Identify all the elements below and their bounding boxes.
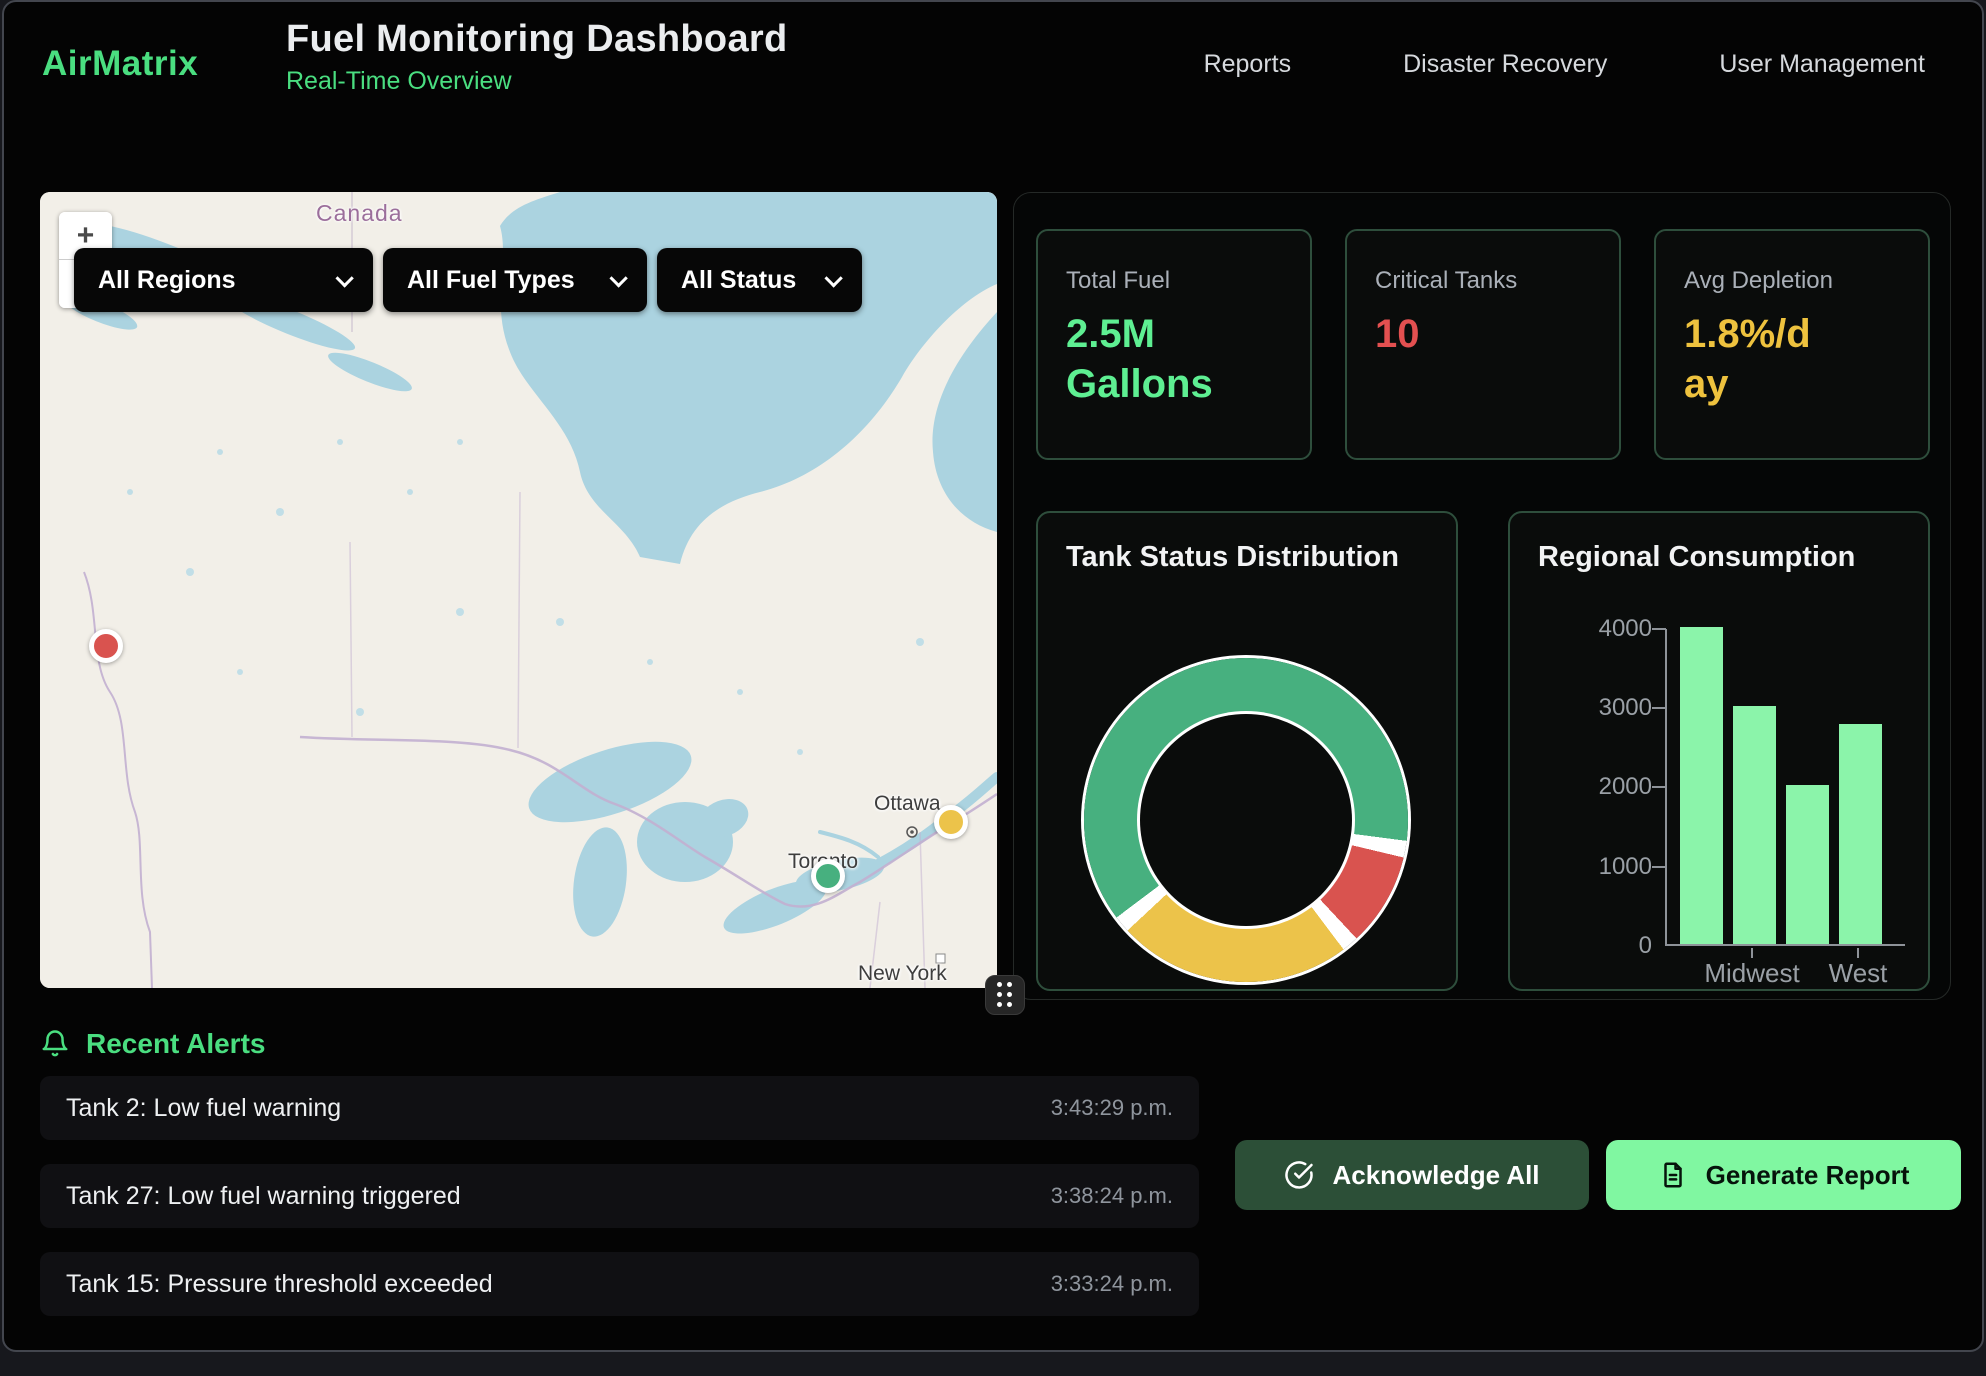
map-label-country: Canada [316, 200, 403, 226]
status-filter-value: All Status [681, 265, 797, 294]
stat-label: Total Fuel [1066, 267, 1171, 294]
metrics-panel: Total Fuel 2.5M Gallons Critical Tanks 1… [1013, 192, 1951, 1000]
acknowledge-all-label: Acknowledge All [1332, 1159, 1540, 1190]
stat-card-critical-tanks: Critical Tanks 10 [1345, 229, 1621, 460]
header: AirMatrix Fuel Monitoring Dashboard Real… [4, 2, 1982, 126]
town-marker-icon [935, 953, 946, 964]
charts-row: Tank Status Distribution Regional Consum… [1036, 511, 1930, 991]
x-axis-label: Midwest [1704, 958, 1800, 988]
capital-marker-icon [906, 826, 918, 838]
regional-consumption-chart-card: Regional Consumption 4000 3000 2000 1000… [1508, 511, 1930, 991]
tank-marker-normal[interactable] [811, 859, 845, 893]
stat-value: 10 [1375, 312, 1420, 356]
alert-time: 3:38:24 p.m. [1050, 1183, 1173, 1208]
stat-card-total-fuel: Total Fuel 2.5M Gallons [1036, 229, 1312, 460]
nav-disaster-recovery[interactable]: Disaster Recovery [1403, 49, 1608, 78]
stat-label: Avg Depletion [1684, 267, 1833, 294]
resize-handle[interactable] [985, 975, 1025, 1015]
status-filter-select[interactable]: All Status [657, 248, 862, 312]
file-text-icon [1663, 1162, 1682, 1188]
alert-text: Tank 27: Low fuel warning triggered [66, 1181, 461, 1210]
alert-row[interactable]: Tank 27: Low fuel warning triggered 3:38… [40, 1164, 1199, 1228]
fuel-type-filter-value: All Fuel Types [407, 265, 575, 294]
map-label-ottawa: Ottawa [874, 792, 941, 815]
generate-report-label: Generate Report [1705, 1159, 1910, 1190]
alert-time: 3:43:29 p.m. [1050, 1095, 1173, 1120]
map-canvas [40, 192, 997, 988]
page-title-block: Fuel Monitoring Dashboard Real-Time Over… [286, 18, 787, 96]
tank-status-chart-card: Tank Status Distribution [1036, 511, 1458, 991]
fuel-type-filter-select[interactable]: All Fuel Types [383, 248, 647, 312]
alert-text: Tank 2: Low fuel warning [66, 1093, 342, 1122]
alert-time: 3:33:24 p.m. [1050, 1271, 1173, 1296]
page-subtitle: Real-Time Overview [286, 67, 512, 95]
recent-alerts-header: Recent Alerts [40, 1028, 265, 1060]
acknowledge-all-button[interactable]: Acknowledge All [1235, 1140, 1589, 1210]
brand-logo: AirMatrix [42, 44, 199, 83]
map[interactable]: Canada Ottawa Toronto New York + − All R… [40, 192, 997, 988]
map-filters: All Regions All Fuel Types All Status [74, 248, 862, 312]
bar-midwest [1733, 706, 1776, 944]
generate-report-button[interactable]: Generate Report [1606, 1140, 1961, 1210]
tank-marker-critical[interactable] [89, 629, 123, 663]
y-axis-tick: 1000 [1598, 853, 1652, 880]
region-filter-select[interactable]: All Regions [74, 248, 373, 312]
bar-chart [1665, 627, 1905, 946]
chevron-down-icon [335, 268, 354, 288]
y-axis-tick: 2000 [1598, 773, 1652, 800]
stat-value: 1.8%/day [1684, 312, 1811, 406]
bar-west [1839, 724, 1882, 944]
stat-cards: Total Fuel 2.5M Gallons Critical Tanks 1… [1036, 229, 1930, 460]
stat-card-avg-depletion: Avg Depletion 1.8%/day [1654, 229, 1930, 460]
y-axis-tick: 3000 [1598, 694, 1652, 721]
y-axis-tick: 4000 [1598, 615, 1652, 642]
chevron-down-icon [824, 268, 843, 288]
stat-label: Critical Tanks [1375, 267, 1518, 294]
map-label-newyork: New York [858, 962, 947, 985]
alert-row[interactable]: Tank 2: Low fuel warning 3:43:29 p.m. [40, 1076, 1199, 1140]
stat-value: 2.5M Gallons [1066, 312, 1213, 406]
x-axis-label: West [1828, 958, 1888, 988]
nav-reports[interactable]: Reports [1203, 49, 1292, 78]
tank-marker-warning[interactable] [934, 805, 968, 839]
bar-south [1786, 785, 1829, 944]
alert-text: Tank 15: Pressure threshold exceeded [66, 1269, 493, 1298]
page-title: Fuel Monitoring Dashboard [286, 18, 788, 60]
donut-chart [1084, 658, 1408, 982]
chart-title: Tank Status Distribution [1066, 541, 1399, 573]
bar-northeast [1680, 627, 1723, 944]
alert-row[interactable]: Tank 15: Pressure threshold exceeded 3:3… [40, 1252, 1199, 1316]
main-nav: Reports Disaster Recovery User Managemen… [1204, 2, 1925, 126]
chevron-down-icon [609, 268, 628, 288]
nav-user-management[interactable]: User Management [1719, 49, 1925, 78]
recent-alerts-title: Recent Alerts [86, 1028, 266, 1059]
bell-icon [42, 1030, 68, 1057]
check-circle-icon [1285, 1161, 1314, 1189]
region-filter-value: All Regions [98, 265, 236, 294]
chart-title: Regional Consumption [1538, 541, 1856, 573]
y-axis-tick: 0 [1638, 932, 1652, 959]
